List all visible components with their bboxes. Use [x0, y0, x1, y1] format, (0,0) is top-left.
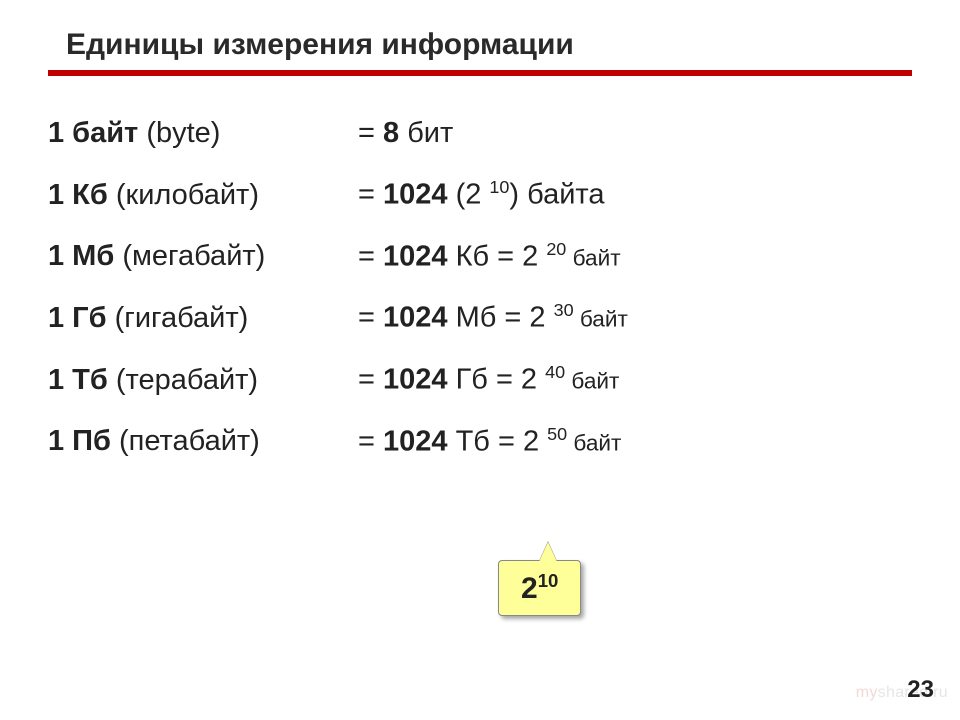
val-tail: байт — [565, 369, 619, 394]
unit-paren: (мегабайт) — [114, 240, 265, 272]
val-rest: Тб = 2 — [448, 425, 548, 457]
val-rest: Мб = 2 — [448, 302, 554, 334]
val-tail: байт — [574, 307, 628, 332]
unit-paren: (терабайт) — [108, 364, 258, 396]
callout-base: 2 — [521, 572, 538, 605]
title-underline — [48, 70, 912, 76]
val-bold: 1024 — [383, 179, 448, 211]
val-rest: бит — [399, 117, 453, 149]
unit-name: 1 Кб — [48, 179, 108, 211]
unit-name: 1 Гб — [48, 302, 107, 334]
unit-name: 1 Мб — [48, 240, 114, 272]
val-bold: 1024 — [383, 364, 448, 396]
val-tail: байт — [566, 245, 620, 270]
exponent: 40 — [545, 362, 565, 382]
exponent: 10 — [489, 177, 509, 197]
unit-paren: (килобайт) — [108, 179, 259, 211]
table-row: 1 Тб (терабайт) = 1024 Гб = 2 40 байт — [48, 348, 912, 410]
callout: 210 — [498, 560, 581, 616]
callout-exp: 10 — [538, 570, 559, 591]
table-row: 1 Мб (мегабайт) = 1024 Кб = 2 20 байт — [48, 225, 912, 287]
page-number: 23 — [907, 676, 934, 704]
table-row: 1 Гб (гигабайт) = 1024 Мб = 2 30 байт — [48, 286, 912, 348]
unit-name: 1 байт — [48, 117, 138, 149]
val-rest: (2 — [448, 179, 490, 211]
unit-paren: (петабайт) — [111, 425, 260, 457]
exponent: 50 — [547, 424, 567, 444]
unit-paren: (гигабайт) — [107, 302, 249, 334]
unit-paren: (byte) — [138, 117, 220, 149]
table-row: 1 Кб (килобайт) = 1024 (2 10) байта — [48, 163, 912, 225]
callout-tail — [539, 542, 557, 562]
eq: = — [358, 179, 383, 211]
unit-name: 1 Пб — [48, 425, 111, 457]
exponent: 30 — [554, 300, 574, 320]
val-bold: 8 — [383, 117, 399, 149]
table-row: 1 байт (byte) = 8 бит — [48, 104, 912, 163]
val-bold: 1024 — [383, 425, 448, 457]
val-rest: Гб = 2 — [448, 364, 546, 396]
eq: = — [358, 364, 383, 396]
val-bold: 1024 — [383, 302, 448, 334]
slide-title: Единицы измерения информации — [66, 28, 912, 62]
val-rest: Кб = 2 — [448, 240, 547, 272]
eq: = — [358, 425, 383, 457]
eq: = — [358, 302, 383, 334]
val-tail: байт — [567, 430, 621, 455]
exponent: 20 — [546, 239, 566, 259]
table-row: 1 Пб (петабайт) = 1024 Тб = 2 50 байт — [48, 410, 912, 472]
val-tail: ) байта — [509, 179, 604, 211]
eq: = — [358, 240, 383, 272]
units-table: 1 байт (byte) = 8 бит 1 Кб (килобайт) = … — [48, 104, 912, 471]
watermark-left: my — [856, 684, 878, 701]
val-bold: 1024 — [383, 240, 448, 272]
unit-name: 1 Тб — [48, 364, 108, 396]
eq: = — [358, 117, 383, 149]
watermark: myshared.ru — [856, 684, 948, 702]
